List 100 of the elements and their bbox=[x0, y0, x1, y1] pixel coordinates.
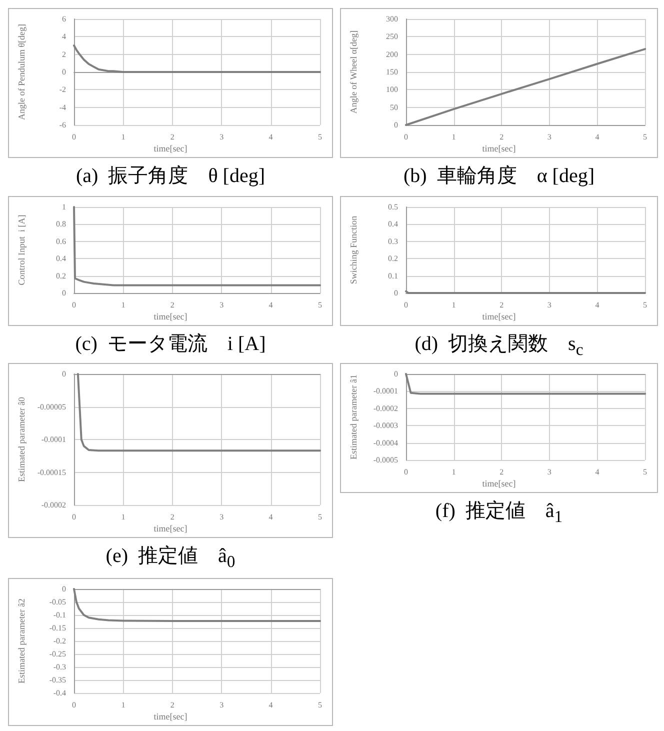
y-tick-label: 200 bbox=[386, 50, 398, 59]
y-axis-title: Estimated parameter â0 bbox=[16, 396, 26, 482]
x-tick-label: 4 bbox=[595, 468, 600, 476]
x-axis-title: time[sec] bbox=[154, 312, 188, 322]
y-tick-label: -0.35 bbox=[49, 676, 66, 684]
y-tick-label: 0 bbox=[394, 288, 398, 298]
x-tick-label: 0 bbox=[404, 468, 408, 476]
y-tick-label: 0.3 bbox=[388, 236, 398, 246]
y-axis-title: Control Input i [A] bbox=[16, 214, 26, 286]
line-series bbox=[76, 373, 321, 452]
x-tick-label: 2 bbox=[170, 700, 174, 710]
y-tick-label: 0.2 bbox=[388, 254, 398, 264]
x-tick-label: 4 bbox=[268, 700, 273, 710]
y-tick-label: -0.00005 bbox=[37, 402, 66, 412]
panel-frame: time[sec] Estimated parameter â0 -0.0002 -0.00015 -0.0001 -0.00005 0 0 1 2 3 4 5 bbox=[8, 363, 333, 538]
panel-frame: time[sec] Control Input i [A] 0 0.2 0.4 0.6 0.8 1 0 1 2 3 4 5 bbox=[8, 196, 333, 326]
panel-frame: time[sec] Swiching Function 0 0.1 0.2 0.3 0.4 0.5 0 1 2 3 4 5 bbox=[340, 196, 658, 326]
y-tick-label: -0.0002 bbox=[41, 500, 66, 510]
y-axis-title: Estimated parameter â1 bbox=[348, 374, 358, 460]
y-tick-label: 0.2 bbox=[56, 271, 66, 280]
x-tick-label: 2 bbox=[170, 132, 174, 142]
y-tick-label: 0.1 bbox=[388, 271, 398, 280]
y-tick-label: -0.0004 bbox=[373, 438, 398, 448]
x-tick-label: 4 bbox=[268, 512, 273, 522]
text: (c) モータ電流 i [A] bbox=[74, 332, 267, 357]
y-tick-label: -0.25 bbox=[49, 650, 66, 658]
x-axis-title: time[sec] bbox=[154, 524, 188, 534]
x-axis-title: time[sec] bbox=[482, 312, 516, 322]
x-axis-title: time[sec] bbox=[482, 144, 516, 154]
y-tick-label: 1 bbox=[62, 202, 66, 212]
y-axis-title: Swiching Function bbox=[348, 215, 358, 284]
panel-frame: time[sec] Angle of Wheel α[deg] 0 50 100 150 200 250 300 0 1 2 3 4 5 bbox=[340, 8, 658, 158]
y-tick-label: 250 bbox=[386, 32, 398, 42]
line-series bbox=[73, 44, 321, 73]
y-axis-title: Estimated parameter â2 bbox=[16, 598, 26, 684]
x-tick-label: 1 bbox=[121, 132, 126, 142]
x-tick-label: 1 bbox=[452, 300, 456, 310]
x-tick-label: 3 bbox=[220, 132, 224, 142]
x-axis-title: time[sec] bbox=[482, 478, 516, 488]
text: (d) 切換え関数 s$_{c}$ bbox=[414, 332, 584, 361]
x-tick-label: 3 bbox=[220, 700, 224, 710]
y-tick-label: 0.8 bbox=[56, 220, 66, 229]
x-tick-label: 2 bbox=[500, 468, 504, 476]
x-tick-label: 0 bbox=[404, 300, 408, 310]
y-tick-label: -0.05 bbox=[49, 598, 66, 606]
x-tick-label: 5 bbox=[643, 132, 647, 142]
y-tick-label: -0.15 bbox=[49, 624, 66, 632]
y-tick-label: 150 bbox=[386, 68, 398, 76]
text: (b) 車輪角度 α [deg] bbox=[402, 164, 596, 189]
x-tick-label: 3 bbox=[547, 132, 552, 142]
y-tick-label: 0 bbox=[394, 120, 398, 130]
y-tick-label: 0.6 bbox=[56, 236, 66, 246]
x-tick-label: 2 bbox=[170, 512, 174, 522]
panel-frame: time[sec] Estimated parameter â2 -0.4 -0.35 -0.3 -0.25 -0.2 -0.15 -0.1 -0.05 0 0 1 2 3 4 5 bbox=[8, 578, 333, 726]
x-tick-label: 2 bbox=[500, 300, 504, 310]
panel-frame: time[sec] Estimated parameter â1 -0.0005 -0.0004 -0.0003 -0.0002 -0.0001 0 0 1 2 3 4 5 bbox=[340, 363, 658, 493]
y-tick-label: -0.4 bbox=[53, 688, 66, 698]
y-tick-label: 2 bbox=[62, 50, 66, 59]
x-tick-label: 0 bbox=[72, 300, 76, 310]
y-tick-label: -0.3 bbox=[53, 662, 66, 672]
y-tick-label: 300 bbox=[386, 14, 398, 24]
x-tick-label: 4 bbox=[595, 300, 600, 310]
x-axis-title: time[sec] bbox=[154, 144, 188, 154]
y-tick-label: 0 bbox=[62, 288, 66, 298]
y-tick-label: -0.0002 bbox=[373, 404, 398, 413]
x-tick-label: 1 bbox=[452, 468, 456, 476]
x-tick-label: 1 bbox=[452, 132, 456, 142]
x-tick-label: 3 bbox=[547, 300, 552, 310]
x-tick-label: 4 bbox=[268, 300, 273, 310]
x-tick-label: 5 bbox=[318, 700, 322, 710]
panel-frame: time[sec] Angle of Pendulum θ[deg] -6 -4 -2 0 2 4 6 0 1 2 3 4 5 bbox=[8, 8, 333, 158]
x-tick-label: 5 bbox=[318, 300, 322, 310]
x-tick-label: 3 bbox=[547, 468, 552, 476]
y-tick-label: 0.5 bbox=[388, 202, 398, 212]
text: (a) 振子角度 θ [deg] bbox=[75, 164, 266, 189]
y-tick-label: 0 bbox=[62, 370, 66, 378]
text: (f) 推定値 â$_{1}$ bbox=[434, 499, 564, 528]
x-tick-label: 1 bbox=[121, 300, 126, 310]
x-tick-label: 5 bbox=[318, 512, 322, 522]
x-axis-title: time[sec] bbox=[154, 712, 188, 722]
y-tick-label: 0 bbox=[62, 584, 66, 594]
y-tick-label: 0 bbox=[62, 68, 66, 76]
x-tick-label: 5 bbox=[643, 300, 647, 310]
y-axis-title: Angle of Pendulum θ[deg] bbox=[16, 24, 26, 120]
x-tick-label: 1 bbox=[121, 700, 126, 710]
y-tick-label: -4 bbox=[59, 102, 66, 112]
x-tick-label: 5 bbox=[643, 468, 647, 476]
y-tick-label: 4 bbox=[62, 32, 66, 42]
x-tick-label: 0 bbox=[72, 512, 76, 522]
y-tick-label: -0.1 bbox=[53, 610, 66, 620]
y-tick-label: 6 bbox=[62, 14, 66, 24]
x-tick-label: 0 bbox=[72, 132, 76, 142]
y-tick-label: -0.0005 bbox=[373, 456, 398, 464]
y-axis-title: Angle of Wheel α[deg] bbox=[348, 30, 358, 114]
y-tick-label: -0.2 bbox=[53, 636, 66, 646]
y-tick-label: -0.0003 bbox=[373, 421, 398, 430]
y-tick-label: -0.0001 bbox=[373, 386, 398, 396]
y-tick-label: -2 bbox=[59, 85, 66, 94]
x-tick-label: 3 bbox=[220, 300, 224, 310]
y-tick-label: -6 bbox=[59, 120, 66, 130]
